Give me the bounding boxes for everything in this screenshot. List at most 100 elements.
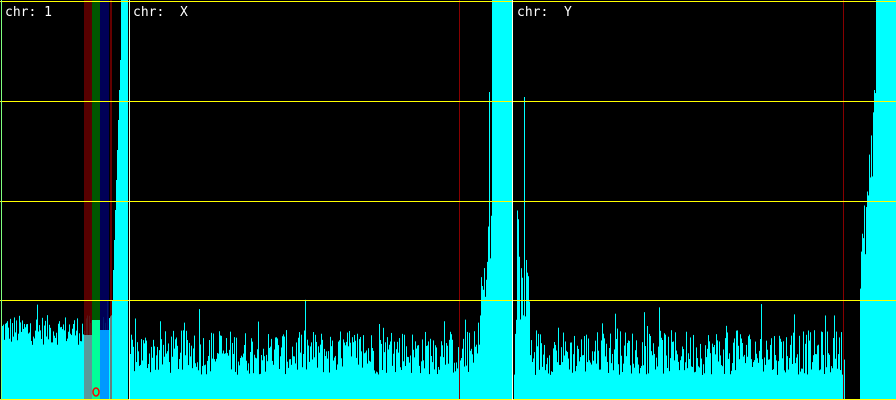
signal-bar-chrY (690, 337, 691, 400)
signal-bar-chrX (360, 336, 361, 400)
signal-bar-chrX (221, 335, 222, 400)
signal-bar-chrY (832, 368, 833, 400)
signal-bar-chrX (159, 350, 160, 400)
signal-bar-chrX (259, 374, 260, 400)
signal-bar-chrY (815, 354, 816, 400)
signal-bar-chrY (834, 315, 835, 400)
signal-bar-chrX (226, 338, 227, 400)
signal-bar-chrY (543, 354, 544, 400)
signal-bar-chrX (269, 347, 270, 400)
signal-bar-chrX (257, 349, 258, 400)
signal-bar-chrX (233, 353, 234, 400)
signal-bar-chrX (266, 354, 267, 400)
signal-bar-chrY (604, 338, 605, 400)
signal-bar-chrX (431, 356, 432, 400)
signal-bar-chrX (480, 315, 481, 400)
signal-bar-chrY (689, 359, 690, 400)
signal-bar-chrX (469, 332, 470, 400)
signal-bar-chrX (235, 371, 236, 400)
signal-bar-chrX (391, 332, 392, 400)
signal-bar-chrY (703, 364, 704, 400)
signal-bar-chrX (487, 261, 488, 400)
signal-bar-chrY (785, 372, 786, 400)
signal-bar-chrY (821, 331, 822, 400)
signal-bar-chrY (649, 333, 650, 400)
signal-bar-chrY (722, 366, 723, 400)
signal-bar-chrY (551, 371, 552, 400)
signal-bar-chrX (223, 350, 224, 400)
signal-bar-chrY (660, 330, 661, 400)
signal-bar-chrX (229, 349, 230, 400)
signal-bar-chrX (430, 338, 431, 400)
signal-bar-chrY (786, 337, 787, 400)
signal-bar-chrY (539, 369, 540, 400)
signal-bar-chrY (600, 369, 601, 400)
signal-bar-chrY (684, 370, 685, 400)
signal-bar-chrY (712, 343, 713, 400)
signal-bar-chrY (805, 343, 806, 400)
signal-bar-chrX (177, 345, 178, 400)
signal-bar-chrY (646, 374, 647, 400)
signal-bar-chrY (875, 93, 876, 400)
signal-bar-chrX (246, 360, 247, 400)
signal-bar-chrX (426, 345, 427, 400)
signal-bar-chrX (181, 330, 182, 400)
signal-bar-chrY (752, 366, 753, 400)
signal-bar-chrY (830, 372, 831, 400)
signal-bar-chr1 (4, 339, 5, 400)
signal-bar-chrX (317, 367, 318, 400)
signal-bar-chrY (540, 334, 541, 400)
signal-bar-chrX (332, 340, 333, 400)
signal-bar-chrY (555, 344, 556, 400)
signal-bar-chrY (534, 352, 535, 400)
signal-bar-chrY (804, 373, 805, 400)
signal-bar-chrX (475, 346, 476, 400)
signal-bar-chrX (232, 342, 233, 400)
signal-block-chr1 (121, 0, 128, 400)
signal-bar-chrX (375, 373, 376, 400)
signal-bar-chrY (828, 353, 829, 400)
signal-bar-chrY (647, 325, 648, 400)
highlight-band-blue (100, 0, 109, 400)
signal-bar-chr1 (78, 344, 79, 400)
signal-bar-chrY (781, 341, 782, 400)
signal-bar-chr1 (52, 342, 53, 400)
signal-block-chrY (876, 0, 896, 400)
signal-bar-chrY (626, 356, 627, 400)
signal-bar-chrX (203, 338, 204, 400)
signal-bar-chrY (734, 338, 735, 400)
signal-bar-chrY (596, 363, 597, 400)
signal-bar-chr1 (27, 324, 28, 400)
signal-bar-chrY (758, 362, 759, 400)
signal-bar-chrY (779, 335, 780, 400)
signal-bar-chr1 (29, 332, 30, 400)
signal-bar-chr1 (70, 333, 71, 400)
signal-bar-chrY (615, 313, 616, 400)
signal-bar-chrY (652, 355, 653, 400)
signal-bar-chrX (242, 357, 243, 400)
signal-bar-chr1 (8, 327, 9, 400)
signal-bar-chrX (455, 371, 456, 400)
signal-bar-chrX (320, 344, 321, 400)
signal-bar-chrY (860, 288, 861, 400)
signal-bar-chrX (325, 356, 326, 400)
signal-bar-chrX (149, 353, 150, 400)
signal-bar-chrX (491, 215, 492, 400)
signal-bar-chrX (384, 352, 385, 400)
signal-bar-chrX (234, 337, 235, 400)
signal-bar-chrY (742, 343, 743, 400)
signal-bar-chrY (620, 331, 621, 400)
signal-bar-chrX (214, 359, 215, 400)
signal-bar-chrY (720, 355, 721, 400)
signal-bar-chrY (812, 362, 813, 400)
signal-bar-chr1 (65, 317, 66, 400)
signal-bar-chr1 (83, 334, 84, 400)
signal-bar-chrY (574, 335, 575, 400)
signal-bar-chrX (436, 347, 437, 400)
signal-bar-chrX (200, 344, 201, 400)
signal-bar-chr1 (19, 315, 20, 400)
signal-spike-chrY (522, 277, 523, 400)
signal-bar-chr1 (71, 335, 72, 400)
signal-bar-chrX (193, 348, 194, 400)
signal-bar-chrY (654, 353, 655, 400)
